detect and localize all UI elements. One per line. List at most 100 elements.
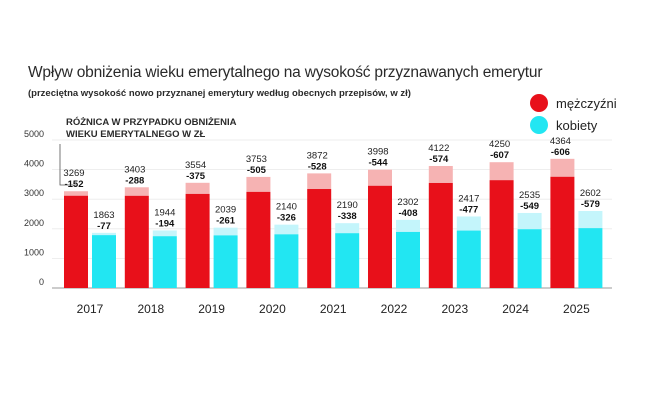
bar-men-difference (428, 165, 453, 183)
bar-men (246, 191, 271, 288)
difference-label-women: -579 (581, 199, 600, 210)
legend-item-women: kobiety (530, 114, 617, 136)
bar-men-difference (185, 182, 210, 194)
difference-label-women: -338 (338, 211, 357, 222)
bar-men-difference (368, 169, 392, 186)
bar-men-difference (124, 187, 149, 196)
difference-label-women: -549 (520, 201, 539, 212)
x-tick-label: 2025 (563, 302, 590, 316)
legend: mężczyźni kobiety (530, 92, 617, 136)
value-label-men: 4364 (550, 136, 571, 147)
difference-label-men: -574 (429, 154, 449, 165)
difference-label-men: -544 (368, 158, 388, 169)
bar-men (428, 182, 453, 288)
value-label-men: 4250 (489, 139, 510, 150)
y-tick-label: 2000 (24, 218, 44, 228)
value-label-women: 2039 (215, 205, 236, 216)
value-label-men: 3554 (185, 160, 206, 171)
value-label-women: 2602 (580, 188, 601, 199)
difference-label-women: -408 (398, 208, 417, 219)
legend-label-women: kobiety (556, 117, 598, 133)
bar-women-difference (396, 219, 420, 232)
bar-men (368, 185, 392, 288)
value-label-women: 2302 (397, 197, 418, 208)
bar-women-difference (92, 232, 116, 236)
bar-women-difference (335, 223, 360, 234)
value-label-women: 1863 (93, 210, 114, 221)
value-label-men: 3998 (367, 147, 388, 158)
bar-women (456, 230, 481, 288)
difference-label-men: -505 (247, 165, 267, 176)
bar-women-difference (578, 210, 603, 229)
value-label-women: 2190 (337, 200, 358, 211)
bar-men-difference (64, 191, 88, 196)
difference-label-men: -607 (490, 150, 509, 161)
y-tick-label: 0 (39, 277, 44, 287)
value-label-women: 1944 (154, 207, 175, 218)
value-label-men: 3403 (124, 164, 145, 175)
x-tick-label: 2023 (441, 302, 468, 316)
bar-women-difference (456, 216, 481, 231)
bar-women (517, 229, 542, 288)
annotation-line-1: RÓŻNICA W PRZYPADKU OBNIŻENIA (66, 117, 237, 128)
x-tick-label: 2020 (259, 302, 286, 316)
bar-women (578, 228, 603, 288)
difference-annotation: RÓŻNICA W PRZYPADKU OBNIŻENIA WIEKU EMER… (66, 117, 236, 141)
bar-women (92, 235, 116, 288)
bar-women (274, 234, 299, 288)
y-tick-label: 4000 (24, 159, 44, 169)
chart-title: Wpływ obniżenia wieku emerytalnego na wy… (28, 64, 543, 81)
value-label-women: 2140 (276, 202, 297, 213)
difference-label-women: -194 (155, 218, 175, 229)
bar-women (396, 231, 420, 288)
value-label-men: 3269 (63, 168, 84, 179)
value-label-men: 3872 (307, 150, 328, 161)
bar-men-difference (550, 158, 575, 177)
bar-women (213, 235, 238, 288)
difference-label-men: -375 (186, 171, 206, 182)
value-label-men: 3753 (246, 154, 267, 165)
difference-label-women: -261 (216, 216, 236, 227)
annotation-line-2: WIEKU EMERYTALNEGO W ZŁ (66, 129, 206, 140)
x-tick-label: 2024 (502, 302, 529, 316)
x-tick-label: 2019 (198, 302, 225, 316)
bar-men-difference (489, 162, 514, 181)
bar-men (307, 189, 332, 288)
legend-swatch-women (530, 116, 548, 134)
bar-men-difference (307, 173, 332, 190)
bar-men (489, 180, 514, 288)
x-tick-label: 2017 (77, 302, 104, 316)
bar-men (124, 195, 149, 288)
y-tick-label: 1000 (24, 247, 44, 257)
x-tick-label: 2022 (381, 302, 408, 316)
legend-swatch-men (530, 94, 548, 112)
chart-subtitle: (przeciętna wysokość nowo przyznanej eme… (28, 88, 411, 99)
difference-label-men: -606 (551, 147, 570, 158)
bar-women-difference (274, 224, 299, 235)
bar-women-difference (213, 227, 238, 236)
difference-label-women: -77 (97, 221, 111, 232)
x-tick-label: 2018 (137, 302, 164, 316)
bar-men (185, 193, 210, 288)
annotation-leader-line (59, 144, 76, 186)
bar-women (335, 233, 360, 288)
bar-men (550, 176, 575, 288)
bar-women (152, 236, 177, 288)
bar-women-difference (152, 230, 177, 237)
x-tick-label: 2021 (320, 302, 347, 316)
value-label-women: 2417 (458, 193, 479, 204)
bar-women-difference (517, 212, 542, 230)
value-label-women: 2535 (519, 190, 540, 201)
difference-label-women: -326 (277, 213, 296, 224)
legend-label-men: mężczyźni (556, 95, 617, 111)
difference-label-men: -288 (125, 175, 144, 186)
difference-label-men: -528 (308, 161, 327, 172)
y-tick-label: 5000 (24, 129, 44, 139)
value-label-men: 4122 (428, 143, 449, 154)
difference-label-women: -477 (459, 204, 478, 215)
bar-men-difference (246, 176, 271, 192)
bar-men (64, 195, 88, 288)
y-tick-label: 3000 (24, 188, 44, 198)
legend-item-men: mężczyźni (530, 92, 617, 114)
